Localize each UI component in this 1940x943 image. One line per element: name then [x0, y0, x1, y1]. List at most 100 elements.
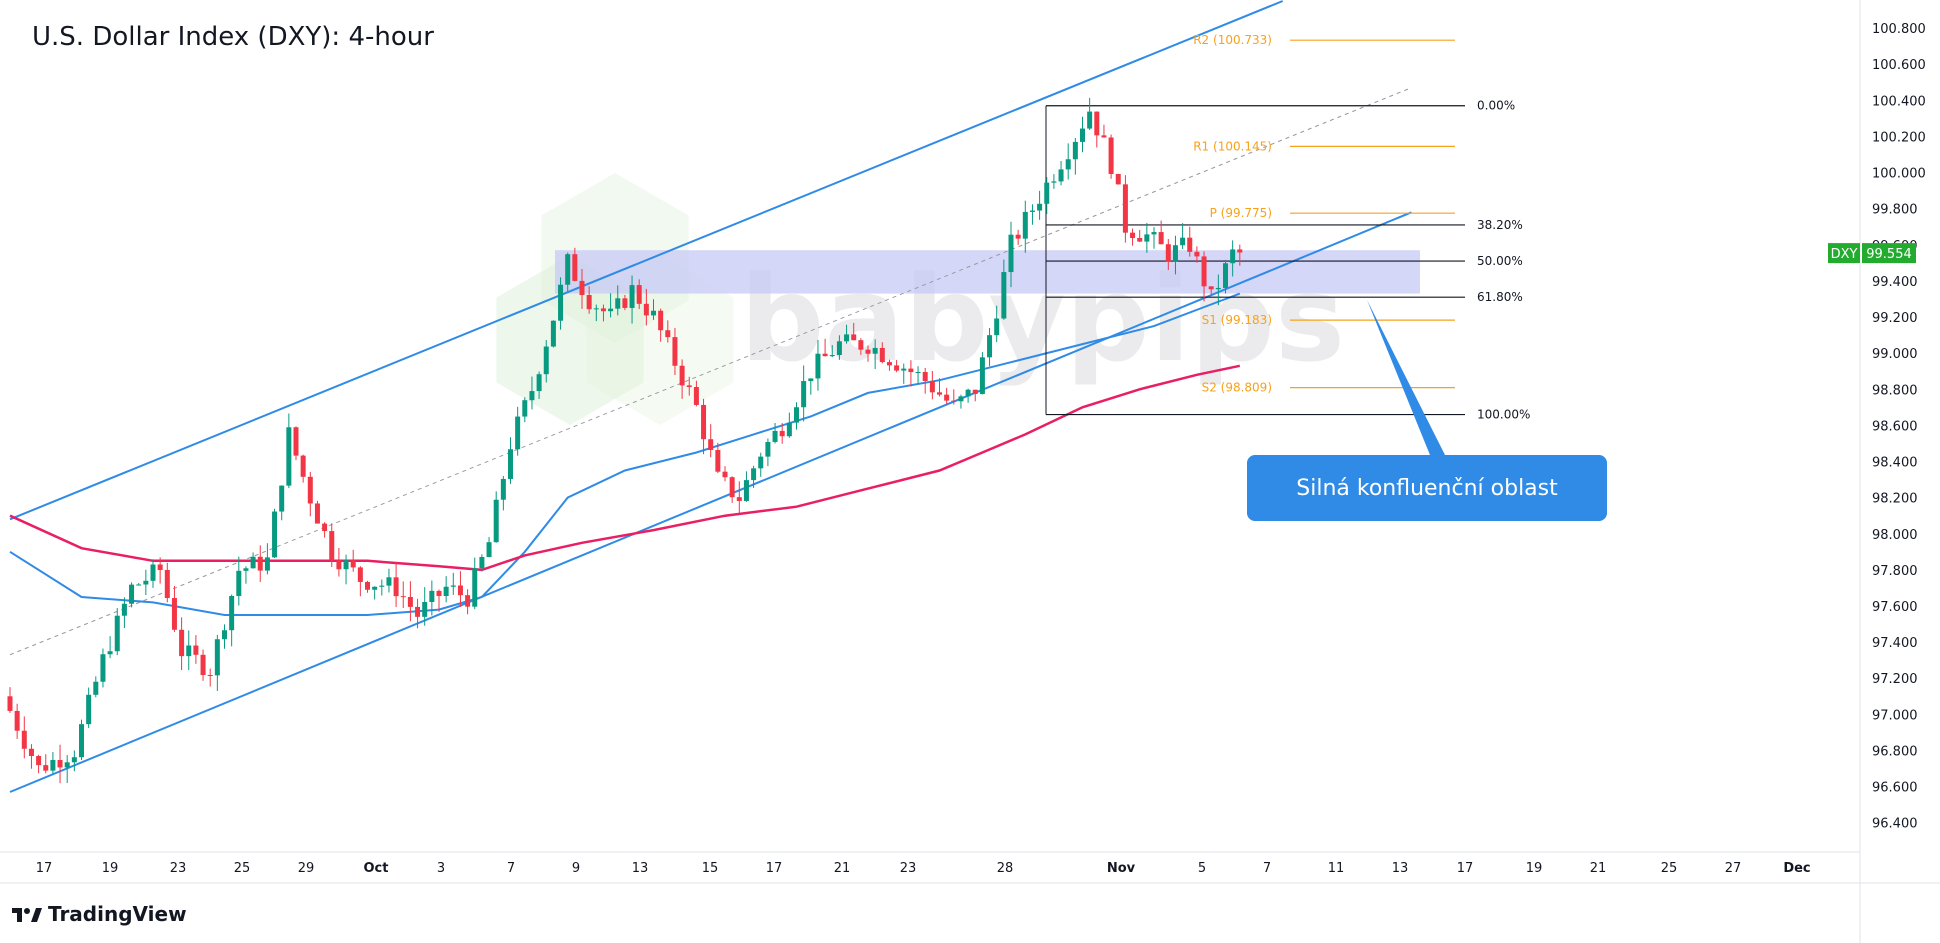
- candle-body: [629, 285, 635, 308]
- price-tick-label: 98.200: [1872, 492, 1918, 507]
- candle-body: [129, 584, 135, 604]
- watermark-hex: [496, 255, 644, 425]
- candle-body: [1094, 111, 1100, 136]
- candle-body: [593, 308, 599, 310]
- candle-body: [365, 581, 370, 590]
- time-tick-label: 28: [997, 861, 1014, 876]
- candle-body: [822, 353, 828, 357]
- candle-body: [465, 595, 471, 607]
- candle-body: [944, 394, 950, 401]
- candle-body: [1208, 286, 1214, 290]
- candle-body: [171, 598, 177, 630]
- fib-level-label: 100.00%: [1477, 408, 1530, 422]
- candle-body: [1194, 251, 1200, 257]
- candle-body: [279, 485, 285, 512]
- candlestick-series: [7, 97, 1243, 784]
- price-axis[interactable]: 100.800 100.600 100.400 100.200 100.000 99.80…: [1859, 0, 1926, 943]
- candle-body: [815, 353, 821, 379]
- candle-body: [965, 389, 971, 397]
- candle-body: [300, 455, 306, 477]
- candle-body: [1215, 287, 1221, 290]
- candle-body: [429, 590, 435, 603]
- candle-body: [329, 531, 335, 561]
- time-tick-label: 17: [1457, 861, 1474, 876]
- candle-body: [222, 630, 227, 640]
- candle-body: [1051, 181, 1057, 183]
- candle-body: [994, 318, 1000, 336]
- price-tick-label: 100.000: [1872, 167, 1926, 182]
- candle-body: [794, 407, 799, 423]
- candle-body: [264, 557, 270, 571]
- candle-body: [400, 596, 406, 598]
- candle-body: [522, 400, 528, 417]
- candle-body: [643, 303, 649, 316]
- pivot-level-label: P (99.775): [1210, 206, 1272, 220]
- candle-body: [250, 556, 256, 569]
- candle-body: [179, 629, 185, 657]
- candle-body: [951, 400, 957, 402]
- price-tick-label: 100.600: [1872, 58, 1926, 73]
- last-price-badge-bg: [1862, 243, 1916, 264]
- time-tick-label: 13: [632, 861, 649, 876]
- candle-body: [1008, 234, 1014, 273]
- tradingview-icon: [12, 905, 42, 923]
- candle-body: [565, 254, 571, 285]
- candle-body: [307, 476, 313, 504]
- candle-body: [929, 381, 935, 393]
- candle-body: [743, 480, 749, 501]
- candle-body: [500, 478, 506, 500]
- ma-slow-line: [9, 364, 1241, 572]
- candle-body: [937, 392, 942, 395]
- candle-body: [529, 391, 535, 401]
- candle-body: [1144, 234, 1150, 242]
- time-tick-label: 21: [834, 861, 851, 876]
- candle-body: [379, 585, 385, 587]
- candle-body: [651, 310, 656, 316]
- symbol-badge: [1828, 243, 1860, 264]
- price-tick-label: 99.800: [1872, 203, 1918, 218]
- candle-body: [836, 341, 842, 356]
- candle-body: [508, 449, 513, 479]
- candle-body: [736, 497, 742, 501]
- candle-body: [1108, 137, 1114, 174]
- price-tick-label: 96.800: [1872, 744, 1918, 759]
- candle-body: [14, 710, 20, 731]
- candle-body: [293, 427, 299, 456]
- price-tick-label: 98.800: [1872, 383, 1918, 398]
- candle-body: [729, 477, 735, 498]
- time-axis[interactable]: 17 19 23 25 29 Oct 3 7 9 13 15 17 21 23 28 Nov 5 7 11 13 17 1…: [0, 851, 1940, 884]
- time-tick-label: 21: [1590, 861, 1607, 876]
- callout-arrow: [1367, 300, 1445, 455]
- price-tick-label: 97.400: [1872, 636, 1918, 651]
- time-tick-label: 5: [1198, 861, 1206, 876]
- candle-body: [1223, 263, 1228, 288]
- candle-body: [36, 756, 42, 766]
- candle-body: [572, 254, 578, 281]
- candle-body: [1001, 272, 1007, 319]
- candle-body: [257, 556, 263, 571]
- candle-body: [207, 674, 213, 676]
- price-tick-label: 97.600: [1872, 600, 1918, 615]
- candle-body: [136, 584, 142, 586]
- candle-body: [1187, 237, 1193, 252]
- candle-body: [608, 308, 614, 312]
- candle-body: [1022, 211, 1028, 239]
- pivot-level-label: R1 (100.145): [1193, 139, 1272, 153]
- candle-body: [186, 645, 192, 657]
- candle-body: [272, 511, 278, 558]
- candle-body: [872, 347, 878, 354]
- candle-body: [450, 585, 456, 587]
- candle-body: [114, 615, 120, 652]
- tradingview-logo[interactable]: TradingView: [12, 902, 187, 926]
- price-tick-label: 98.600: [1872, 419, 1918, 434]
- time-tick-label: 7: [507, 861, 515, 876]
- candle-body: [701, 404, 707, 440]
- time-tick-label: Dec: [1783, 861, 1810, 876]
- candle-body: [200, 654, 206, 675]
- time-tick-label: 7: [1263, 861, 1271, 876]
- fib-level-label: 38.20%: [1477, 218, 1523, 232]
- candle-body: [1087, 111, 1093, 129]
- candle-body: [779, 430, 785, 437]
- candle-body: [372, 586, 378, 590]
